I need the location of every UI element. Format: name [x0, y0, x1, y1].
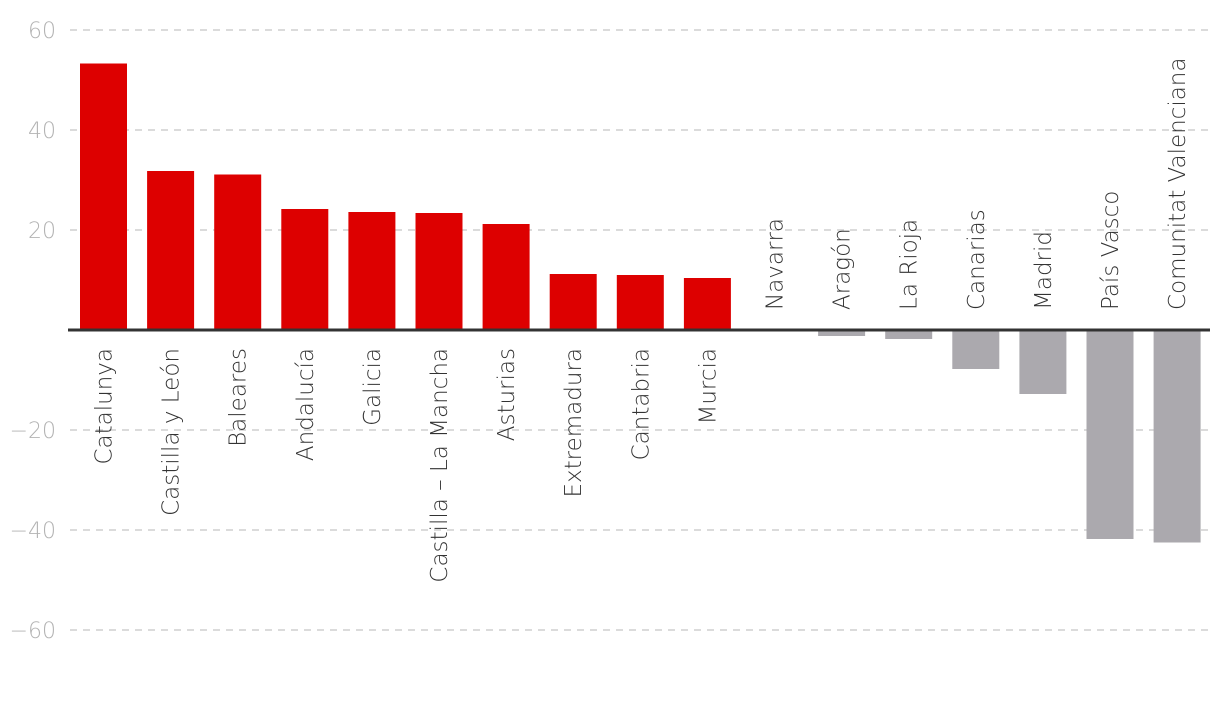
- bar: [415, 213, 463, 330]
- bar: [281, 209, 329, 330]
- y-tick-label: 20: [28, 219, 56, 244]
- category-label: País Vasco: [1098, 191, 1124, 310]
- bar: [818, 330, 866, 336]
- y-tick-label: −60: [10, 619, 56, 644]
- y-axis-ticks: 60 40 20 −20 −40 −60: [10, 19, 56, 644]
- bar: [348, 212, 396, 330]
- bar: [147, 171, 195, 330]
- bar: [952, 330, 1000, 369]
- category-label: La Rioja: [897, 219, 923, 310]
- category-label: Comunitat Valenciana: [1165, 58, 1191, 310]
- bar: [1086, 330, 1134, 539]
- y-tick-label: 60: [28, 19, 56, 44]
- category-label: Extremadura: [561, 348, 587, 498]
- category-label: Andalucía: [293, 348, 319, 461]
- bar: [549, 274, 597, 330]
- bar: [482, 224, 530, 330]
- bar: [1153, 330, 1201, 543]
- category-label: Catalunya: [92, 348, 118, 465]
- bar: [1019, 330, 1067, 394]
- category-label: Castilla – La Mancha: [427, 348, 453, 583]
- bar: [683, 278, 731, 330]
- category-label: Madrid: [1031, 231, 1057, 310]
- y-tick-label: −20: [10, 419, 56, 444]
- category-label: Castilla y León: [159, 348, 185, 516]
- category-label: Navarra: [763, 218, 789, 310]
- grid-lines: [70, 29, 1210, 631]
- bars: [80, 63, 1201, 543]
- category-label: Murcia: [695, 348, 721, 425]
- bar: [80, 63, 127, 330]
- bar: [885, 330, 933, 339]
- category-label: Baleares: [226, 348, 252, 447]
- category-label: Cantabria: [628, 348, 654, 460]
- y-tick-label: 40: [28, 119, 56, 144]
- y-tick-label: −40: [10, 519, 56, 544]
- category-labels: Catalunya Castilla y León Baleares Andalucí…: [92, 58, 1192, 583]
- bar: [214, 174, 262, 330]
- category-label: Canarias: [964, 209, 990, 310]
- category-label: Galicia: [360, 348, 386, 426]
- bar: [616, 275, 664, 330]
- category-label: Aragón: [830, 228, 856, 310]
- category-label: Asturias: [494, 348, 520, 441]
